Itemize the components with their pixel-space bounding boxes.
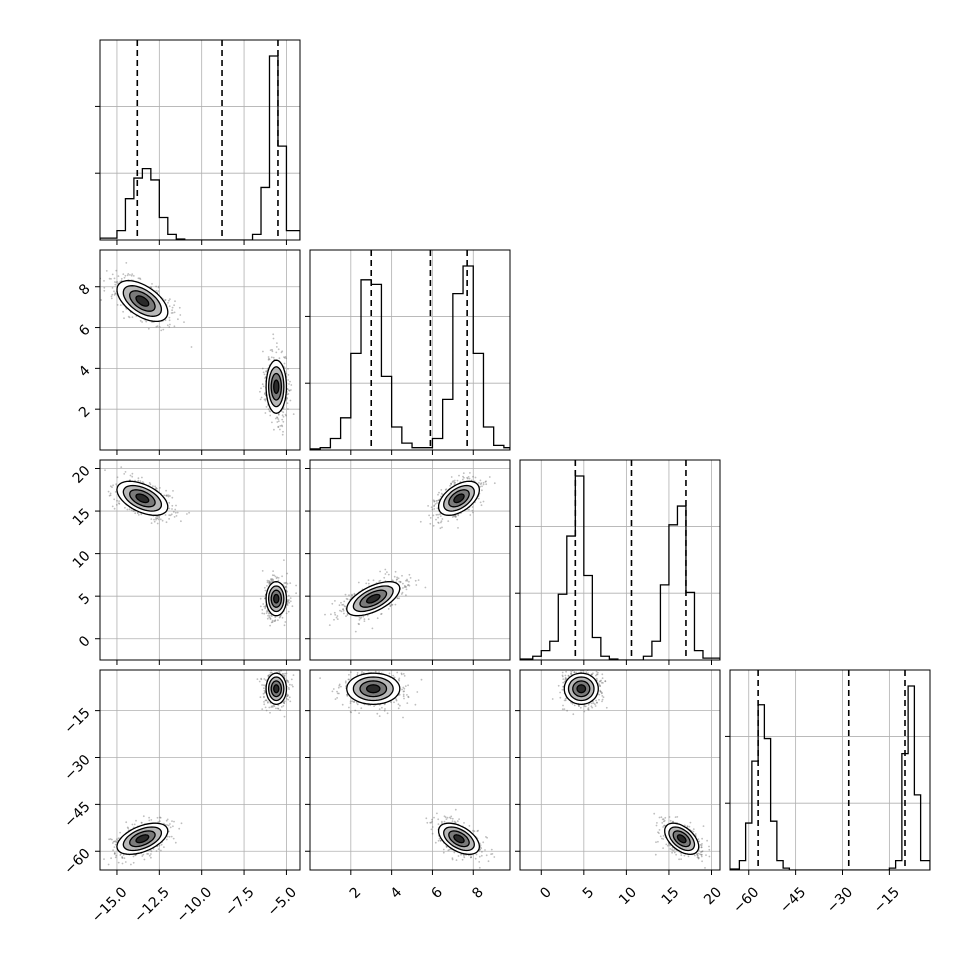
histogram-1 [310, 265, 510, 450]
contour-3-0-mode-0-level-3 [135, 834, 150, 844]
panel-frame-3-3 [729, 669, 931, 871]
xtick-label-2-4: 20 [701, 884, 725, 908]
histogram-2 [520, 475, 720, 660]
histogram-3 [730, 685, 930, 870]
ytick-label-1-3: 8 [76, 281, 94, 299]
ytick-label-3-3: −15 [61, 705, 93, 737]
scatter-panel-3-0 [95, 669, 301, 875]
xtick-label-3-0: −60 [730, 884, 762, 916]
ytick-label-2-0: 0 [76, 633, 94, 651]
hist-panel-3 [725, 669, 931, 875]
scatter-panel-2-0 [95, 459, 301, 665]
xtick-label-2-0: 0 [537, 884, 555, 902]
xtick-label-0-3: −7.5 [222, 884, 257, 919]
panel-frame-2-1 [309, 459, 511, 661]
panel-frame-2-2 [519, 459, 721, 661]
contour-1-0-mode-1-level-3 [273, 379, 280, 395]
hist-panel-2 [515, 459, 721, 665]
xtick-label-2-3: 15 [659, 884, 683, 908]
contour-3-0-mode-1-level-3 [273, 684, 280, 694]
xtick-label-0-0: −15.0 [89, 884, 131, 926]
contour-2-1-mode-0-level-3 [453, 493, 465, 504]
ytick-label-2-2: 10 [70, 548, 94, 572]
contour-3-1-mode-1-level-3 [365, 684, 381, 694]
xtick-label-2-1: 5 [580, 884, 598, 902]
xtick-label-1-3: 8 [469, 884, 487, 902]
ytick-label-3-2: −30 [61, 752, 93, 784]
xtick-label-3-3: −15 [871, 884, 903, 916]
ytick-label-2-4: 20 [70, 463, 94, 487]
ytick-label-2-1: 5 [76, 591, 94, 609]
ytick-label-3-1: −45 [61, 799, 93, 831]
panel-frame-3-2 [519, 669, 721, 871]
xtick-label-3-2: −30 [824, 884, 856, 916]
hist-panel-0 [95, 39, 301, 245]
panel-frame-2-0 [99, 459, 301, 661]
xtick-label-1-2: 6 [428, 884, 446, 902]
panel-frame-1-1 [309, 249, 511, 451]
histogram-0 [100, 55, 300, 240]
panel-frame-3-1 [309, 669, 511, 871]
contour-1-0-mode-0-level-3 [135, 295, 150, 307]
panel-frame-3-0 [99, 669, 301, 871]
scatter-panel-2-1 [305, 459, 511, 665]
xtick-label-1-1: 4 [388, 884, 406, 902]
panel-frame-1-0 [99, 249, 301, 451]
xtick-label-2-2: 10 [616, 884, 640, 908]
xtick-label-0-4: −5.0 [265, 884, 300, 919]
contour-3-2-mode-0-level-3 [676, 834, 687, 844]
scatter-panel-3-1 [305, 669, 511, 875]
contour-2-0-mode-0-level-3 [135, 493, 150, 504]
contour-2-1-mode-1-level-3 [365, 593, 381, 604]
contour-2-0-mode-1-level-3 [273, 593, 280, 604]
ytick-label-1-0: 2 [76, 404, 94, 422]
ytick-label-1-1: 4 [76, 363, 94, 381]
xtick-label-0-2: −10.0 [174, 884, 216, 926]
hist-panel-1 [305, 249, 511, 455]
scatter-panel-3-2 [515, 669, 721, 875]
ytick-label-1-2: 6 [76, 322, 94, 340]
contour-3-2-mode-1-level-3 [576, 684, 587, 694]
xtick-label-3-1: −45 [777, 884, 809, 916]
ytick-label-3-0: −60 [61, 846, 93, 878]
xtick-label-1-0: 2 [347, 884, 365, 902]
panel-frame-0-0 [99, 39, 301, 241]
scatter-panel-1-0 [95, 249, 301, 455]
xtick-label-0-1: −12.5 [131, 884, 173, 926]
contour-3-1-mode-0-level-3 [453, 834, 465, 844]
ytick-label-2-3: 15 [70, 505, 94, 529]
